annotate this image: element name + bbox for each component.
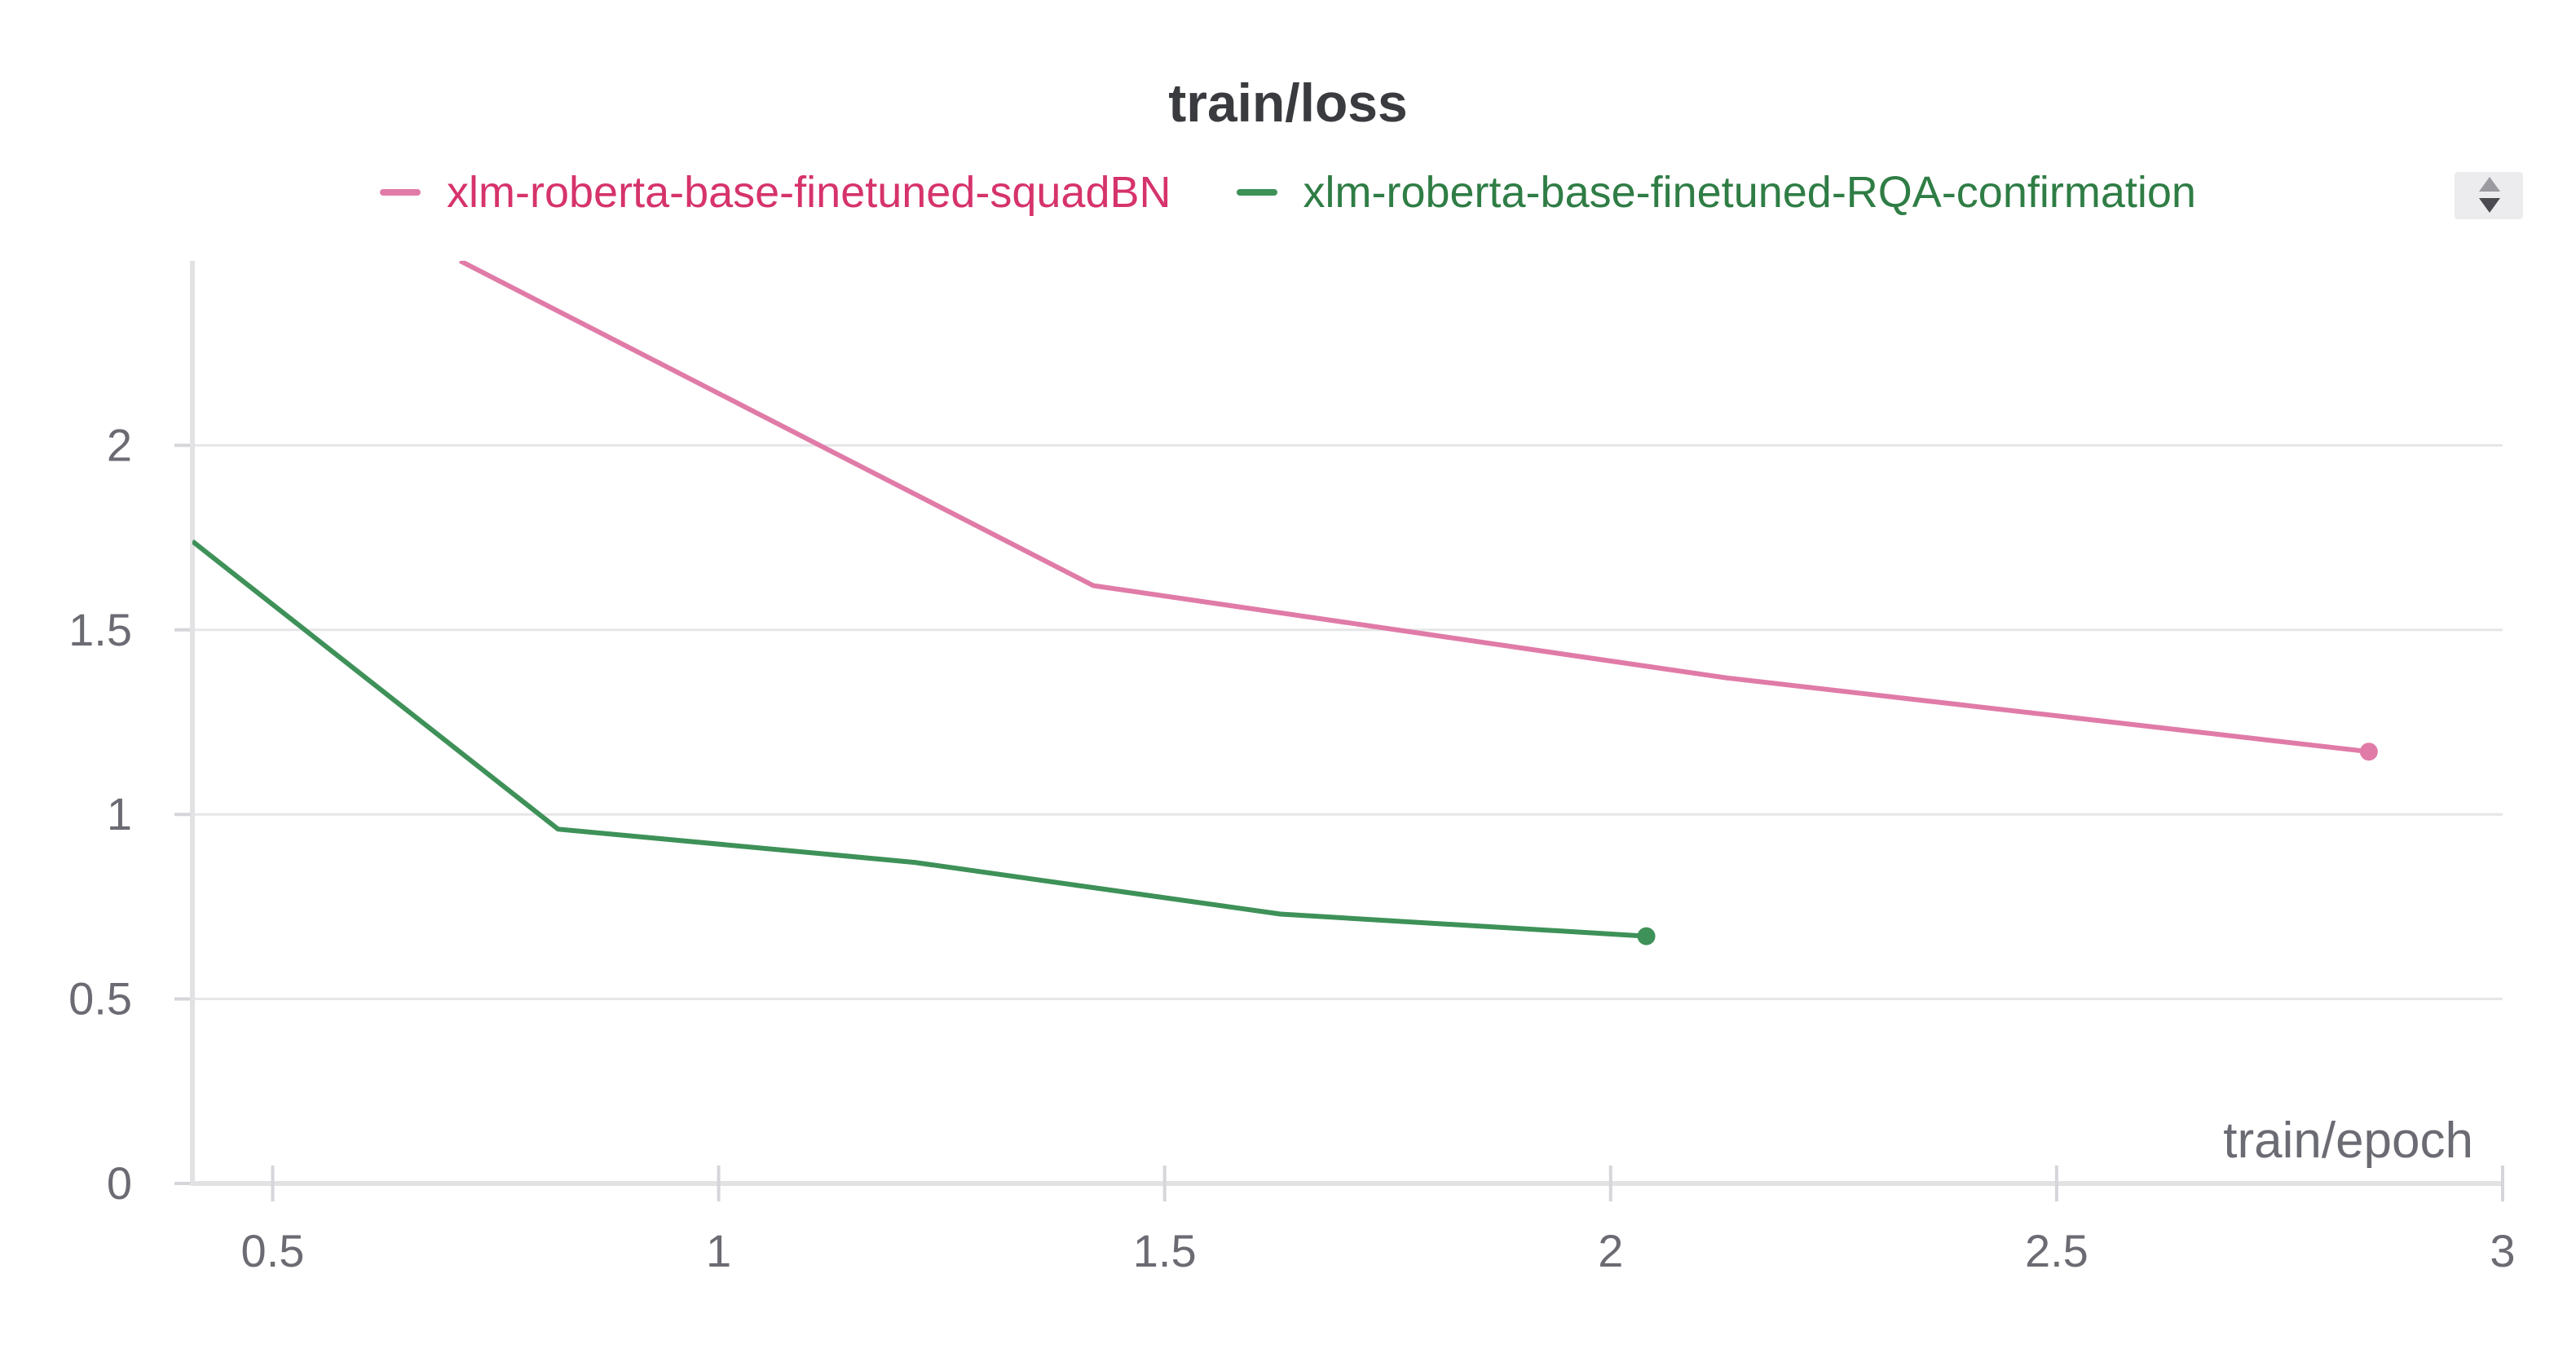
legend-swatch-series-1	[380, 189, 421, 196]
y-tick-label: 0.5	[68, 973, 132, 1025]
legend: xlm-roberta-base-finetuned-squadBN xlm-r…	[0, 167, 2576, 218]
chevron-down-icon	[2479, 198, 2500, 213]
y-tick-label: 1	[107, 788, 132, 840]
legend-label-series-2: xlm-roberta-base-finetuned-RQA-confirmat…	[1303, 168, 2196, 217]
series-endpoint-2	[1637, 927, 1656, 945]
legend-entry-series-1[interactable]: xlm-roberta-base-finetuned-squadBN	[380, 167, 1171, 218]
legend-scroll-button[interactable]	[2455, 172, 2523, 219]
x-tick-label: 3	[2490, 1225, 2515, 1276]
legend-swatch-series-2	[1236, 189, 1277, 196]
chevron-up-icon	[2479, 177, 2500, 192]
legend-label-series-1: xlm-roberta-base-finetuned-squadBN	[447, 168, 1171, 217]
x-tick-label: 1	[706, 1225, 731, 1276]
x-axis-title: train/epoch	[2223, 1113, 2473, 1169]
x-tick-label: 1.5	[1133, 1225, 1197, 1276]
series-line-2	[192, 539, 1647, 939]
y-tick-label: 1.5	[68, 604, 132, 655]
x-tick-label: 0.5	[241, 1225, 305, 1276]
y-tick-label: 2	[107, 419, 132, 470]
series-endpoint-1	[2359, 743, 2378, 761]
chart-title: train/loss	[1168, 73, 1408, 133]
y-tick-label: 0	[107, 1157, 132, 1209]
x-tick-label: 2	[1598, 1225, 1623, 1276]
legend-entry-series-2[interactable]: xlm-roberta-base-finetuned-RQA-confirmat…	[1236, 167, 2196, 218]
series-line-1	[458, 261, 2370, 755]
x-tick-label: 2.5	[2025, 1225, 2089, 1276]
